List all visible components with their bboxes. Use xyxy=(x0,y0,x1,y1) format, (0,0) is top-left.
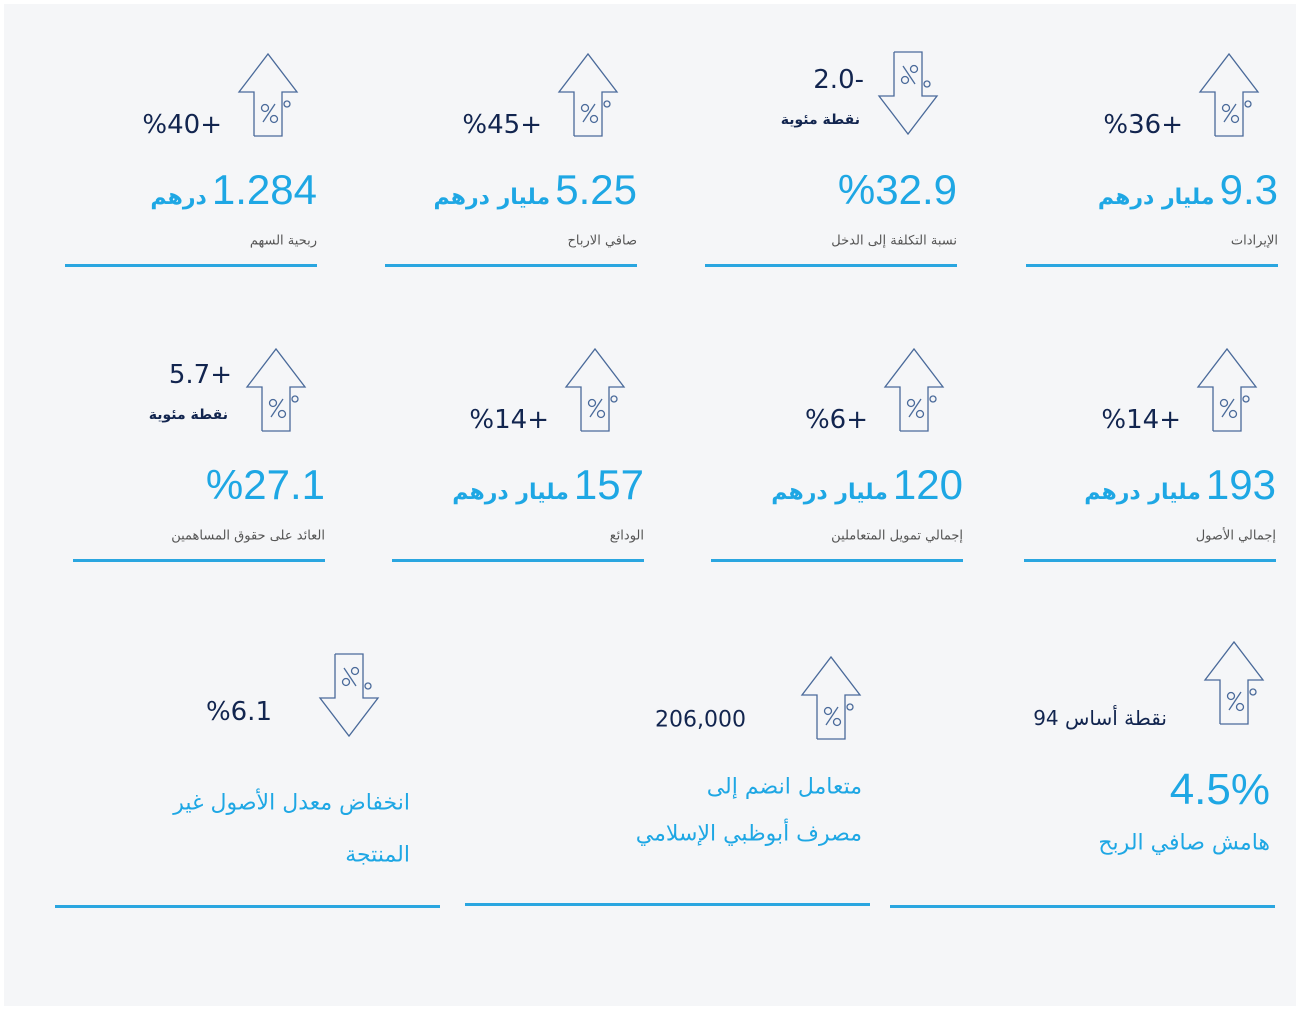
underline xyxy=(1024,559,1276,562)
change: %45+ xyxy=(462,110,542,140)
down-arrow-icon xyxy=(877,51,939,136)
value: 193 مليار درهم xyxy=(1084,464,1276,506)
up-arrow-icon xyxy=(557,52,619,137)
value: %27.1 xyxy=(206,464,325,506)
change: 5.7+ xyxy=(168,360,232,390)
up-arrow-icon xyxy=(1196,347,1258,432)
value-number: 157 xyxy=(573,461,644,508)
value: 9.3 مليار درهم xyxy=(1098,169,1278,211)
value-number: 5.25 xyxy=(555,166,637,213)
label: المنتجة xyxy=(345,842,410,868)
background xyxy=(4,4,1296,1006)
change: %14+ xyxy=(469,405,549,435)
value: 5.25 مليار درهم xyxy=(434,169,637,211)
label: إجمالي تمويل المتعاملين xyxy=(831,528,963,544)
up-arrow-icon xyxy=(1198,52,1260,137)
value-number: 193 xyxy=(1205,461,1276,508)
change: نقطة أساس 94 xyxy=(1033,706,1167,730)
label: الإيرادات xyxy=(1230,233,1278,249)
change: %14+ xyxy=(1101,405,1181,435)
value-number: 4.5% xyxy=(1169,765,1270,814)
change: 206,000 xyxy=(655,707,746,733)
value-unit: درهم xyxy=(150,185,207,210)
underline xyxy=(73,559,325,562)
up-arrow-icon xyxy=(1203,640,1265,725)
down-arrow-icon xyxy=(318,653,380,738)
underline xyxy=(55,905,440,908)
value-number: 1.284 xyxy=(211,166,317,213)
up-arrow-icon xyxy=(245,347,307,432)
label: انخفاض معدل الأصول غير xyxy=(173,790,410,816)
value-number: 120 xyxy=(892,461,963,508)
value: %32.9 xyxy=(838,169,957,211)
label: متعامل انضم إلى xyxy=(706,774,862,800)
value-number: 9.3 xyxy=(1219,166,1278,213)
change: %36+ xyxy=(1103,110,1183,140)
label: صافي الارباح xyxy=(567,233,637,249)
value-unit: مليار درهم xyxy=(452,480,569,505)
up-arrow-icon xyxy=(883,347,945,432)
value-number: %27.1 xyxy=(205,461,325,508)
value-unit: مليار درهم xyxy=(1084,480,1201,505)
underline xyxy=(465,903,870,906)
change: %6.1 xyxy=(205,697,272,727)
value: 4.5% xyxy=(1170,768,1270,812)
value: 120 مليار درهم xyxy=(771,464,963,506)
label: ربحية السهم xyxy=(249,233,317,249)
value: 157 مليار درهم xyxy=(452,464,644,506)
underline xyxy=(890,905,1275,908)
underline xyxy=(705,264,957,267)
change-note: نقطة مئوية xyxy=(148,407,228,423)
change: %40+ xyxy=(142,110,222,140)
value: 1.284 درهم xyxy=(150,169,317,211)
change-note: نقطة مئوية xyxy=(780,112,860,128)
value-unit: مليار درهم xyxy=(771,480,888,505)
label: هامش صافي الربح xyxy=(1098,830,1270,856)
up-arrow-icon xyxy=(800,655,862,740)
underline xyxy=(711,559,963,562)
value-unit: مليار درهم xyxy=(433,185,551,210)
label: مصرف أبوظبي الإسلامي xyxy=(635,821,862,847)
label: العائد على حقوق المساهمين xyxy=(171,528,325,544)
change: 2.0- xyxy=(813,65,864,95)
label: نسبة التكلفة إلى الدخل xyxy=(831,233,957,249)
label: الودائع xyxy=(609,528,644,544)
up-arrow-icon xyxy=(237,52,299,137)
change: %6+ xyxy=(804,405,868,435)
value-unit: مليار درهم xyxy=(1097,185,1215,210)
underline xyxy=(385,264,637,267)
underline xyxy=(1026,264,1278,267)
up-arrow-icon xyxy=(564,347,626,432)
label: إجمالي الأصول xyxy=(1195,528,1276,544)
value-number: %32.9 xyxy=(837,166,957,213)
underline xyxy=(65,264,317,267)
underline xyxy=(392,559,644,562)
